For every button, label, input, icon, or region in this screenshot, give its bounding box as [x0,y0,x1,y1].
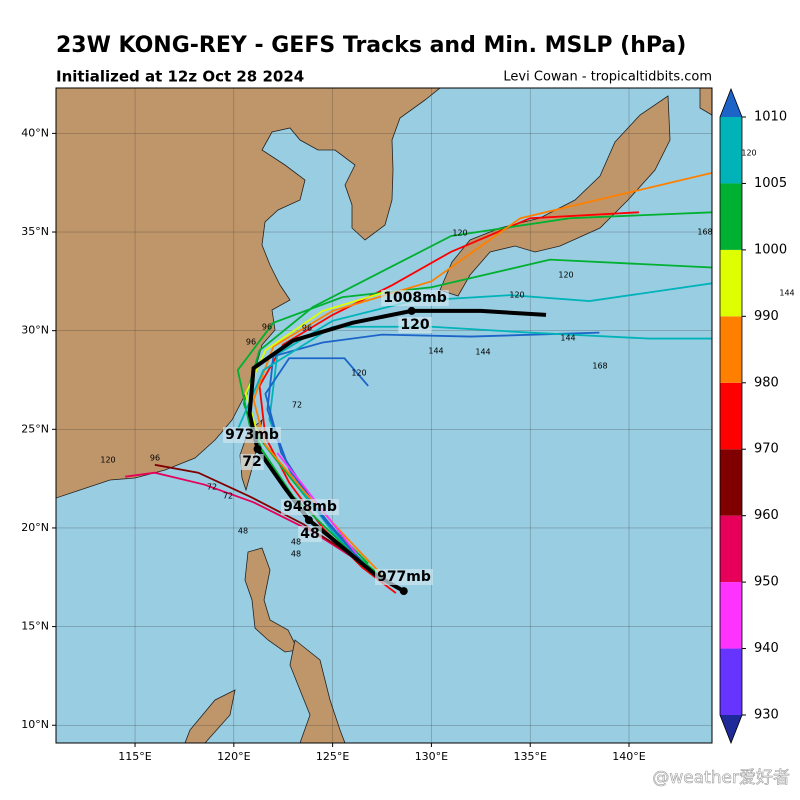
track-labels: 1008mb 120 973mb 72 948mb 48 977mb 120 120 120 120… [100,228,712,585]
colorbar-label: 980 [754,375,779,390]
lon-tick-label: 140°E [612,750,645,763]
colorbar-band [720,316,742,383]
colorbar-label: 940 [754,641,779,656]
grid [56,88,712,743]
map: 1008mb 120 973mb 72 948mb 48 977mb 120 120 120 120… [56,88,712,743]
track-label: 120 [100,456,115,465]
colorbar-label: 970 [754,442,779,457]
map-frame [55,87,713,744]
annotation: 973mb [225,427,279,443]
annotation: 120 [400,317,429,333]
subtitle: Initialized at 12z Oct 28 2024 [56,68,304,86]
lon-tick-label: 125°E [316,750,349,763]
track-label: 72 [292,401,302,410]
annotation: 48 [300,526,319,542]
colorbar-over [720,89,742,117]
track-label: 120 [509,291,524,300]
track-label: 96 [246,338,256,347]
track-label: 168 [592,362,607,371]
annotation: 948mb [283,499,337,515]
colorbar-label: 990 [754,309,779,324]
colorbar-band [720,382,742,450]
lon-tick-label: 130°E [415,750,448,763]
track-label: 144 [475,348,490,357]
annotation-bg [223,427,281,443]
edge-label: 120 [741,149,756,158]
colorbar-band [720,449,742,516]
annotation-bg [398,317,432,333]
credit: Levi Cowan - tropicaltidbits.com [503,70,712,85]
colorbar-band [720,117,742,184]
annotation: 72 [242,454,261,470]
colorbar-label: 960 [754,508,779,523]
track-point [304,516,313,525]
track-label: 96 [150,454,160,463]
title: 23W KONG-REY - GEFS Tracks and Min. MSLP… [56,33,686,58]
annotation-bg [240,454,264,470]
track-label: 72 [207,483,217,492]
colorbar-label: 1005 [754,176,787,191]
track-label: 72 [223,492,233,501]
track-label: 48 [291,538,301,547]
track-label: 96 [302,324,312,333]
colorbar-label: 1010 [754,110,787,125]
colorbar: 930 940 950 960 970 980 990 1000 1005 1010 [719,87,787,745]
annotation-bg [375,569,433,585]
lon-tick-label: 120°E [217,750,250,763]
lat-tick-label: 30°N [21,324,49,337]
colorbar-band [720,582,742,649]
lon-tick-label: 115°E [118,750,151,763]
annotation-bg [298,526,322,542]
colorbar-band [720,183,742,250]
watermark: @weather爱好者 [652,768,790,788]
track-label: 120 [558,271,573,280]
lat-tick-label: 20°N [21,521,49,534]
colorbar-under [720,715,742,743]
lat-tick-label: 40°N [21,126,49,139]
track-point [407,306,416,315]
annotation-bg [281,499,339,515]
colorbar-label: 1000 [754,242,787,257]
annotation: 1008mb [383,290,447,306]
lon-tick-label: 135°E [513,750,546,763]
colorbar-band [720,648,742,715]
track-label: 168 [697,228,712,237]
colorbar-label: 930 [754,708,779,723]
colorbar-band [720,249,742,317]
annotation: 977mb [377,569,431,585]
axes: 115°E 120°E 125°E 130°E 135°E 140°E 10°N 15°N 20… [21,126,794,763]
track-label: 96 [262,323,272,332]
track-label: 144 [428,347,443,356]
colorbar-band [720,515,742,583]
lat-tick-label: 15°N [21,620,49,633]
lat-tick-label: 35°N [21,225,49,238]
edge-label: 144 [779,289,794,298]
annotation-bg [381,290,449,306]
colorbar-label: 950 [754,575,779,590]
lat-tick-label: 25°N [21,422,49,435]
lat-tick-label: 10°N [21,718,49,731]
track-label: 120 [452,229,467,238]
track-point [399,587,408,596]
track-label: 144 [560,334,575,343]
track-point [253,445,262,454]
track-label: 48 [291,550,301,559]
land [56,88,712,743]
track-label: 120 [351,369,366,378]
track-label: 48 [238,527,248,536]
